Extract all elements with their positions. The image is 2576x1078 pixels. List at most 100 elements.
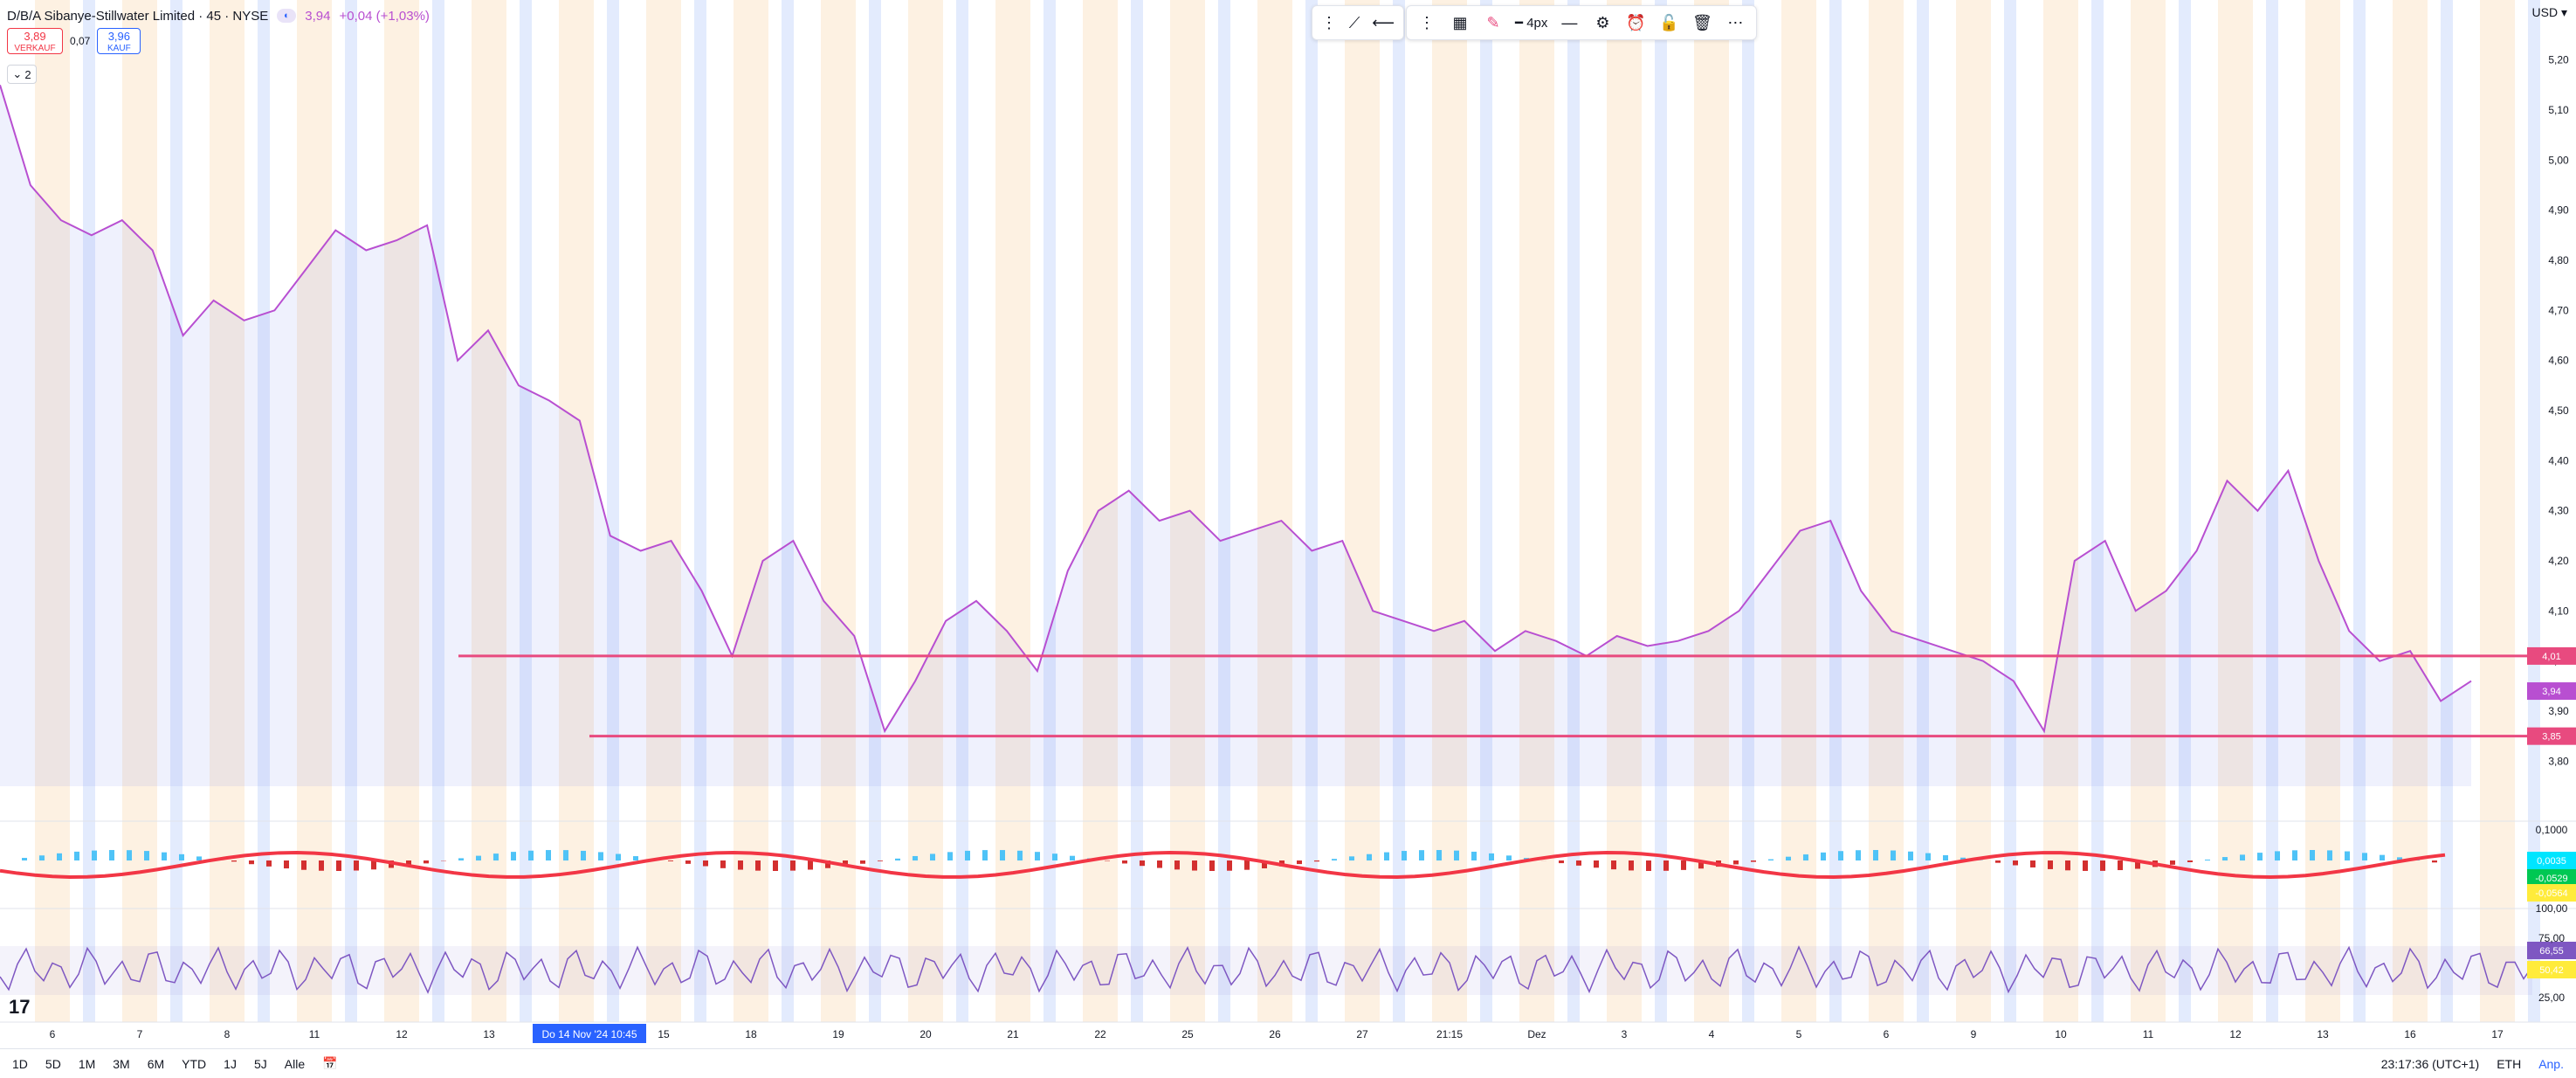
macd-bar xyxy=(1227,860,1232,871)
price-pin-label: 3,85 xyxy=(2542,732,2560,743)
macd-bar xyxy=(1297,860,1302,864)
macd-bar xyxy=(1157,860,1162,868)
symbol-title[interactable]: D/B/A Sibanye-Stillwater Limited · 45 · … xyxy=(7,9,268,24)
time-axis-label: 16 xyxy=(2404,1028,2416,1040)
price-axis-label: 5,20 xyxy=(2548,54,2569,66)
trash-icon[interactable]: 🗑 xyxy=(1691,14,1713,32)
macd-bar xyxy=(354,860,359,871)
drag-handle-icon[interactable]: ⋮ xyxy=(1415,14,1438,32)
session-band xyxy=(908,0,943,1022)
clock[interactable]: 23:17:36 (UTC+1) xyxy=(2381,1057,2479,1071)
macd-bar xyxy=(790,860,796,871)
timeframe-7[interactable]: 5J xyxy=(254,1057,267,1071)
time-axis-label: 12 xyxy=(2229,1028,2242,1040)
more-icon[interactable]: ⋯ xyxy=(1724,14,1746,32)
macd-bar xyxy=(1192,860,1197,871)
session-band xyxy=(694,0,706,1022)
lock-icon[interactable]: 🔓 xyxy=(1657,14,1680,32)
time-axis-label: 15 xyxy=(658,1028,670,1040)
time-axis-label: 13 xyxy=(483,1028,495,1040)
price-axis-label: 5,10 xyxy=(2548,104,2569,116)
session-band xyxy=(1781,0,1816,1022)
time-axis-label: Dez xyxy=(1527,1028,1546,1040)
timeframe-8[interactable]: Alle xyxy=(285,1057,305,1071)
price-axis-label: 4,90 xyxy=(2548,204,2569,217)
macd-bar xyxy=(1838,851,1843,860)
time-axis-label: 8 xyxy=(224,1028,231,1040)
session-band xyxy=(1432,0,1467,1022)
time-axis-label: 12 xyxy=(396,1028,408,1040)
macd-bar xyxy=(1367,854,1372,860)
timeframe-6[interactable]: 1J xyxy=(224,1057,237,1071)
currency-selector[interactable]: USD ▾ xyxy=(2532,5,2567,20)
price-axis-label: 3,90 xyxy=(2548,705,2569,717)
settings-icon[interactable]: ⚙ xyxy=(1591,14,1614,32)
drag-handle-icon[interactable]: ⋮ xyxy=(1321,14,1337,32)
horizontal-ray-icon[interactable]: ⟵ xyxy=(1372,14,1395,32)
tradingview-logo[interactable]: 17 xyxy=(9,996,30,1019)
macd-bar xyxy=(1017,851,1023,860)
macd-bar xyxy=(476,856,481,860)
timeframe-0[interactable]: 1D xyxy=(12,1057,28,1071)
macd-bar xyxy=(563,850,568,860)
macd-bar xyxy=(2362,853,2367,860)
pencil-color-icon[interactable]: ✎ xyxy=(1482,14,1505,32)
macd-bar xyxy=(109,850,114,860)
macd-bar xyxy=(930,853,935,860)
price-axis-label: 4,70 xyxy=(2548,304,2569,316)
time-axis-label: 11 xyxy=(309,1028,320,1040)
macd-bar xyxy=(39,855,45,860)
macd-bar xyxy=(284,860,289,868)
trend-line-icon[interactable]: ⟋ xyxy=(1347,14,1361,32)
spread-value: 0,07 xyxy=(70,35,90,47)
macd-bar xyxy=(144,851,149,860)
trade-buttons: 3,89 VERKAUF 0,07 3,96 KAUF xyxy=(7,28,141,54)
line-width-button[interactable]: ━ 4px xyxy=(1515,15,1547,31)
alert-icon[interactable]: ⏰ xyxy=(1624,14,1647,32)
macd-bar xyxy=(598,852,603,860)
macd-bar xyxy=(301,860,307,870)
macd-bar xyxy=(668,860,673,861)
price-chart[interactable]: 5,205,105,004,904,804,704,604,504,404,30… xyxy=(0,0,2576,1048)
buy-button[interactable]: 3,96 KAUF xyxy=(97,28,141,54)
timeframe-4[interactable]: 6M xyxy=(148,1057,164,1071)
session-band xyxy=(1393,0,1405,1022)
adjust-toggle[interactable]: Anp. xyxy=(2538,1057,2564,1071)
extended-hours-icon[interactable]: ◐ xyxy=(277,9,296,23)
time-axis-label: 5 xyxy=(1796,1028,1802,1040)
macd-bar xyxy=(913,856,918,860)
line-style-icon[interactable]: — xyxy=(1558,14,1581,32)
sell-button[interactable]: 3,89 VERKAUF xyxy=(7,28,63,54)
timeframe-2[interactable]: 1M xyxy=(79,1057,95,1071)
template-icon[interactable]: ▦ xyxy=(1449,14,1471,32)
macd-bar xyxy=(1140,860,1145,866)
macd-bar xyxy=(1070,856,1075,860)
time-axis-label: 13 xyxy=(2317,1028,2329,1040)
time-axis-label: 7 xyxy=(137,1028,143,1040)
macd-bar xyxy=(1402,851,1407,860)
price-pin-label: 50,42 xyxy=(2539,965,2564,976)
buy-label: KAUF xyxy=(98,43,140,55)
timeframe-5[interactable]: YTD xyxy=(182,1057,206,1071)
time-axis-label: 11 xyxy=(2143,1028,2154,1040)
sell-price: 3,89 xyxy=(24,30,45,43)
time-axis-label: 9 xyxy=(1971,1028,1977,1040)
rsi-axis-label: 25,00 xyxy=(2538,992,2565,1004)
time-axis-label: 6 xyxy=(50,1028,56,1040)
price-axis-label: 5,00 xyxy=(2548,154,2569,166)
chevron-down-icon: ⌄ xyxy=(12,67,22,81)
macd-bar xyxy=(1332,859,1337,860)
macd-bar xyxy=(2257,853,2263,860)
date-range-icon[interactable]: 📅 xyxy=(322,1056,337,1071)
timeframe-1[interactable]: 5D xyxy=(45,1057,61,1071)
macd-bar xyxy=(1594,860,1599,867)
macd-bar xyxy=(1751,860,1756,862)
macd-bar xyxy=(982,850,988,860)
legend-toggle[interactable]: ⌄ 2 xyxy=(7,65,37,84)
timeframe-3[interactable]: 3M xyxy=(113,1057,129,1071)
price-pin-label: -0,0564 xyxy=(2535,888,2567,899)
macd-bar xyxy=(231,860,237,861)
time-axis-label: 25 xyxy=(1181,1028,1194,1040)
macd-bar xyxy=(1821,853,1826,860)
session-toggle[interactable]: ETH xyxy=(2497,1057,2521,1071)
